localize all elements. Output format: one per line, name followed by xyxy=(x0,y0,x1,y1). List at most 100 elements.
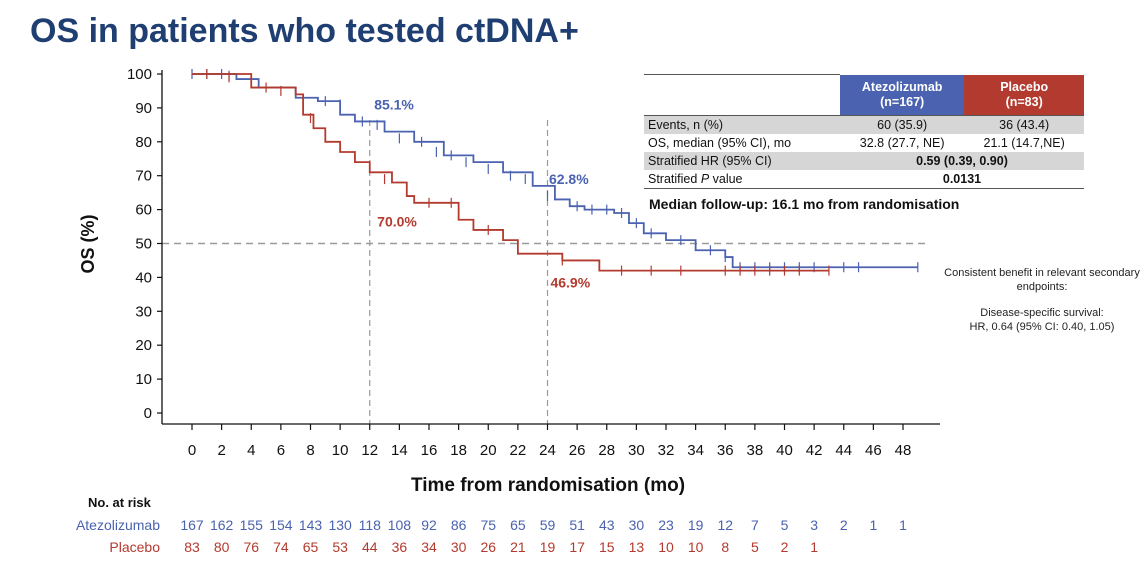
side-note-line2: Disease-specific survival: HR, 0.64 (95%… xyxy=(944,306,1140,334)
stats-row-events: Events, n (%) 60 (35.9) 36 (43.4) xyxy=(644,114,1084,134)
risk-count: 51 xyxy=(569,517,585,533)
risk-count: 15 xyxy=(599,539,615,555)
stats-header-placebo: Placebo (n=83) xyxy=(964,74,1084,115)
x-tick-label: 16 xyxy=(421,442,438,459)
risk-table-title: No. at risk xyxy=(88,495,152,510)
x-axis-ticks: 0 2 4 6 8 10 12 14 16 18 20 22 24 26 28 30 32 34 36 38 40 42 4… xyxy=(188,424,912,459)
x-tick-label: 42 xyxy=(806,442,823,459)
risk-count: 19 xyxy=(540,539,556,555)
risk-table: Atezolizumab 167 162 155 154 143 130 118 108 92 86… xyxy=(76,517,907,555)
risk-row-label: Placebo xyxy=(109,539,160,555)
y-tick-label: 50 xyxy=(135,236,152,253)
risk-count: 23 xyxy=(658,517,674,533)
annotation-label: 62.8% xyxy=(549,171,589,187)
cell-atezolizumab: 32.8 (27.7, NE) xyxy=(859,135,945,150)
risk-row-label: Atezolizumab xyxy=(76,517,160,533)
km-curve-placebo xyxy=(192,73,829,272)
x-tick-label: 36 xyxy=(717,442,734,459)
risk-count: 10 xyxy=(688,539,704,555)
y-tick-label: 90 xyxy=(135,100,152,117)
risk-count: 83 xyxy=(184,539,200,555)
risk-count: 8 xyxy=(721,539,729,555)
risk-count: 44 xyxy=(362,539,378,555)
y-tick-label: 40 xyxy=(135,269,152,286)
annotation-label: 85.1% xyxy=(374,97,414,113)
risk-count: 21 xyxy=(510,539,526,555)
risk-count: 155 xyxy=(240,517,264,533)
risk-count: 17 xyxy=(569,539,585,555)
risk-count: 154 xyxy=(269,517,293,533)
row-label: Stratified P value xyxy=(644,169,840,189)
risk-count: 1 xyxy=(899,517,907,533)
x-tick-label: 6 xyxy=(277,442,285,459)
arm-n: (n=83) xyxy=(1005,94,1043,109)
risk-count: 5 xyxy=(781,517,789,533)
x-tick-label: 48 xyxy=(895,442,912,459)
risk-count: 143 xyxy=(299,517,323,533)
risk-count: 1 xyxy=(869,517,877,533)
risk-count: 130 xyxy=(328,517,352,533)
annotation-label: 46.9% xyxy=(550,275,590,291)
stats-row-pvalue: Stratified P value 0.0131 xyxy=(644,169,1084,189)
risk-count: 7 xyxy=(751,517,759,533)
arm-name: Placebo xyxy=(1000,79,1049,94)
side-note-line2a: Disease-specific survival: xyxy=(980,307,1104,319)
row-label: Events, n (%) xyxy=(644,114,840,134)
cell-combined: 0.0131 xyxy=(840,169,1084,189)
y-tick-label: 100 xyxy=(127,66,152,83)
risk-count: 80 xyxy=(214,539,230,555)
row-label-italic: P xyxy=(700,171,710,186)
risk-count: 74 xyxy=(273,539,289,555)
x-tick-label: 20 xyxy=(480,442,497,459)
y-tick-label: 0 xyxy=(144,405,152,422)
risk-count: 76 xyxy=(243,539,259,555)
x-tick-label: 30 xyxy=(628,442,645,459)
x-tick-label: 46 xyxy=(865,442,882,459)
y-tick-label: 20 xyxy=(135,337,152,354)
followup-note: Median follow-up: 16.1 mo from randomisa… xyxy=(649,196,960,212)
y-tick-label: 70 xyxy=(135,168,152,185)
row-label-post: value xyxy=(709,171,743,186)
y-tick-label: 10 xyxy=(135,371,152,388)
x-tick-label: 32 xyxy=(658,442,675,459)
risk-count: 65 xyxy=(303,539,319,555)
cell-atezolizumab: 60 (35.9) xyxy=(840,114,965,134)
side-note: Consistent benefit in relevant secondary… xyxy=(944,266,1140,346)
risk-count: 75 xyxy=(480,517,496,533)
x-tick-label: 12 xyxy=(361,442,378,459)
risk-count: 30 xyxy=(629,517,645,533)
y-tick-label: 30 xyxy=(135,303,152,320)
x-axis-label: Time from randomisation (mo) xyxy=(411,475,685,496)
risk-count: 3 xyxy=(810,517,818,533)
risk-count: 5 xyxy=(751,539,759,555)
y-tick-label: 80 xyxy=(135,134,152,151)
x-tick-label: 10 xyxy=(332,442,349,459)
stats-row-hr: Stratified HR (95% CI) 0.59 (0.39, 0.90) xyxy=(644,151,1084,170)
risk-count: 53 xyxy=(332,539,348,555)
cell-placebo: 36 (43.4) xyxy=(964,114,1084,134)
y-axis-label: OS (%) xyxy=(78,214,98,273)
risk-count: 19 xyxy=(688,517,704,533)
stats-header-blank xyxy=(644,74,840,115)
risk-count: 86 xyxy=(451,517,467,533)
x-tick-label: 8 xyxy=(306,442,314,459)
x-tick-label: 2 xyxy=(217,442,225,459)
cell-placebo: 21.1 (14.7,NE) xyxy=(983,135,1065,150)
x-tick-label: 26 xyxy=(569,442,586,459)
x-tick-label: 18 xyxy=(450,442,467,459)
side-note-line1: Consistent benefit in relevant secondary… xyxy=(944,267,1140,293)
risk-count: 2 xyxy=(781,539,789,555)
x-tick-label: 4 xyxy=(247,442,255,459)
x-tick-label: 28 xyxy=(598,442,615,459)
risk-count: 92 xyxy=(421,517,437,533)
annotations: 85.1% 70.0% 62.8% 46.9% xyxy=(374,97,591,291)
series-placebo xyxy=(192,69,830,276)
stats-table: Atezolizumab (n=167) Placebo (n=83) Even… xyxy=(644,74,1084,189)
side-note-line2b: HR, 0.64 (95% CI: 0.40, 1.05) xyxy=(969,321,1115,333)
survival-curves xyxy=(191,69,919,276)
arm-n: (n=167) xyxy=(880,94,925,109)
x-tick-label: 0 xyxy=(188,442,196,459)
risk-count: 34 xyxy=(421,539,437,555)
risk-count: 13 xyxy=(629,539,645,555)
